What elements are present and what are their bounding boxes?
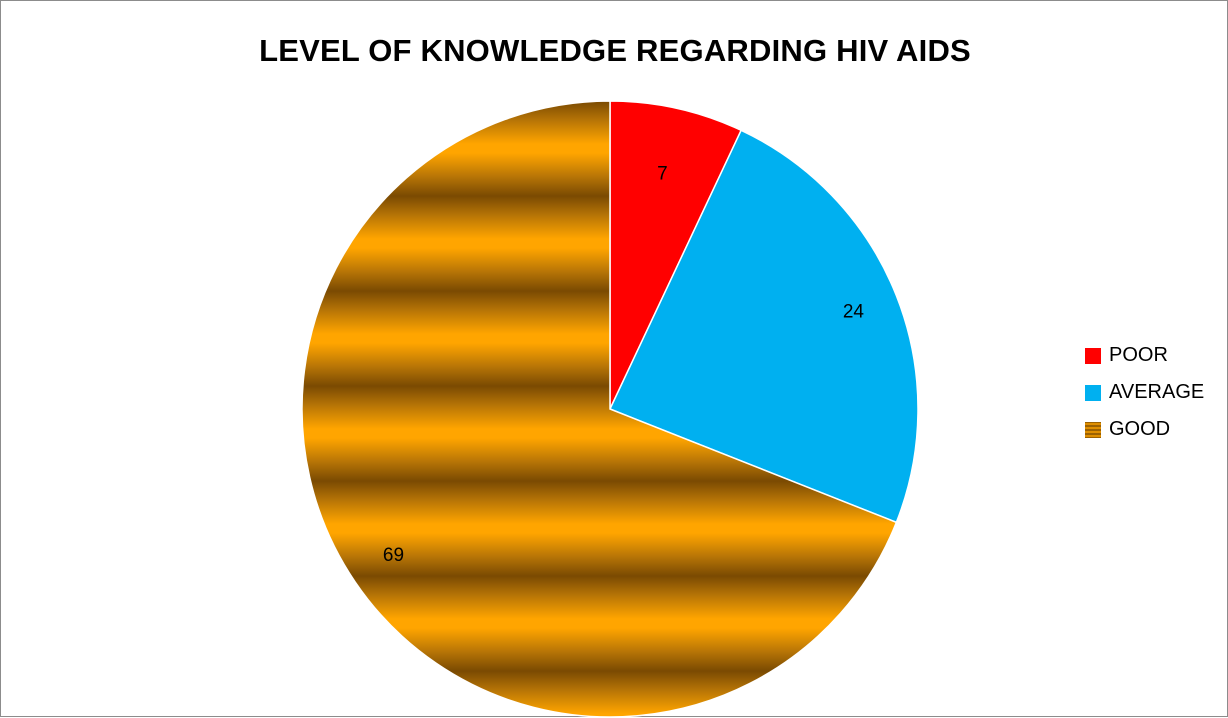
data-label-good: 69 [383, 545, 404, 566]
chart-title: LEVEL OF KNOWLEDGE REGARDING HIV AIDS [259, 33, 971, 68]
data-label-average: 24 [843, 302, 865, 323]
legend-label-average: AVERAGE [1109, 381, 1205, 403]
legend-label-good: GOOD [1109, 418, 1171, 440]
legend-item-poor: POOR [1085, 337, 1204, 374]
pie-slice-good [301, 100, 898, 718]
legend-swatch-poor [1085, 347, 1101, 364]
legend-label-poor: POOR [1109, 344, 1168, 366]
pie-slice-poor [609, 100, 743, 410]
chart-legend: POOR AVERAGE GOOD [1085, 337, 1204, 448]
legend-item-average: AVERAGE [1085, 374, 1204, 411]
pie-slices [301, 100, 919, 718]
pie-slice-average [608, 129, 919, 524]
legend-swatch-good [1085, 421, 1101, 438]
legend-item-good: GOOD [1085, 411, 1204, 448]
legend-swatch-average [1085, 384, 1101, 401]
data-label-poor: 7 [657, 164, 668, 185]
pie-data-labels: 7 24 69 [383, 164, 865, 567]
